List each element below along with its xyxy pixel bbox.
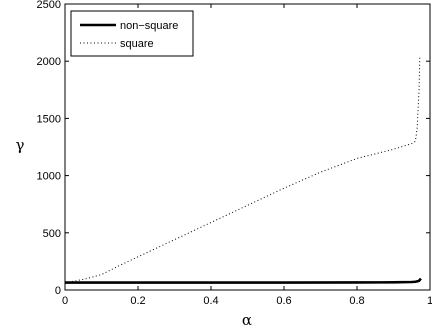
series-group <box>64 57 422 284</box>
x-tick-label: 0.6 <box>276 295 291 307</box>
x-tick-label: 0 <box>62 295 68 307</box>
y-tick-label: 1000 <box>37 171 61 183</box>
legend-label-non-square: non−square <box>120 20 178 32</box>
y-tick-label: 2000 <box>37 56 61 68</box>
y-axis-label: γ <box>16 136 25 154</box>
legend-box <box>70 10 194 57</box>
legend: non−square square <box>70 10 194 57</box>
axis-ticks: 0 0.2 0.4 0.6 0.8 1 0 500 1000 1500 2000 2500 <box>37 0 432 307</box>
y-tick-label: 0 <box>55 285 61 297</box>
y-tick-label: 500 <box>43 228 61 240</box>
y-tick-label: 2500 <box>37 0 61 11</box>
x-tick-label: 0.2 <box>130 295 145 307</box>
series-line-square <box>64 57 421 284</box>
series-line-non-square <box>65 277 422 284</box>
x-axis-label: α <box>242 311 252 329</box>
y-tick-label: 1500 <box>37 113 61 125</box>
legend-label-square: square <box>120 38 154 50</box>
x-tick-label: 1 <box>427 295 432 307</box>
x-tick-label: 0.8 <box>349 295 364 307</box>
x-tick-label: 0.4 <box>203 295 218 307</box>
